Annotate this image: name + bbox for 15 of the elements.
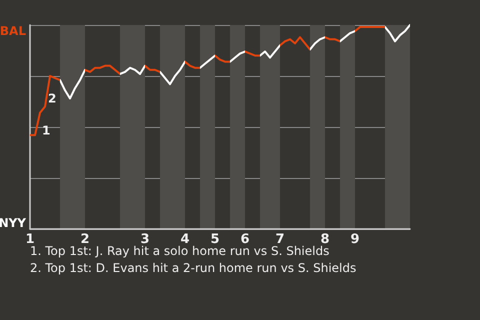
annotation: 1 [42,124,50,138]
text: 2. Top 1st: D. Evans hit a 2-run home run vs S. Shields [30,261,356,275]
text: 1. Top 1st: J. Ray hit a solo home run vs S. Shields [30,244,330,258]
x-tick-label: 8 [320,232,330,247]
x-tick-label: 5 [210,232,220,247]
annotation: 2 [48,92,56,106]
x-tick-label: 6 [240,232,250,247]
x-tick-label: 9 [350,232,360,247]
x-tick-label: 7 [275,232,285,247]
text: BAL [0,24,26,38]
text: NYY [0,216,26,230]
x-tick-label: 2 [80,232,90,247]
x-tick-label: 1 [25,232,35,247]
x-tick-label: 4 [180,232,190,247]
x-tick-label: 3 [140,232,150,247]
